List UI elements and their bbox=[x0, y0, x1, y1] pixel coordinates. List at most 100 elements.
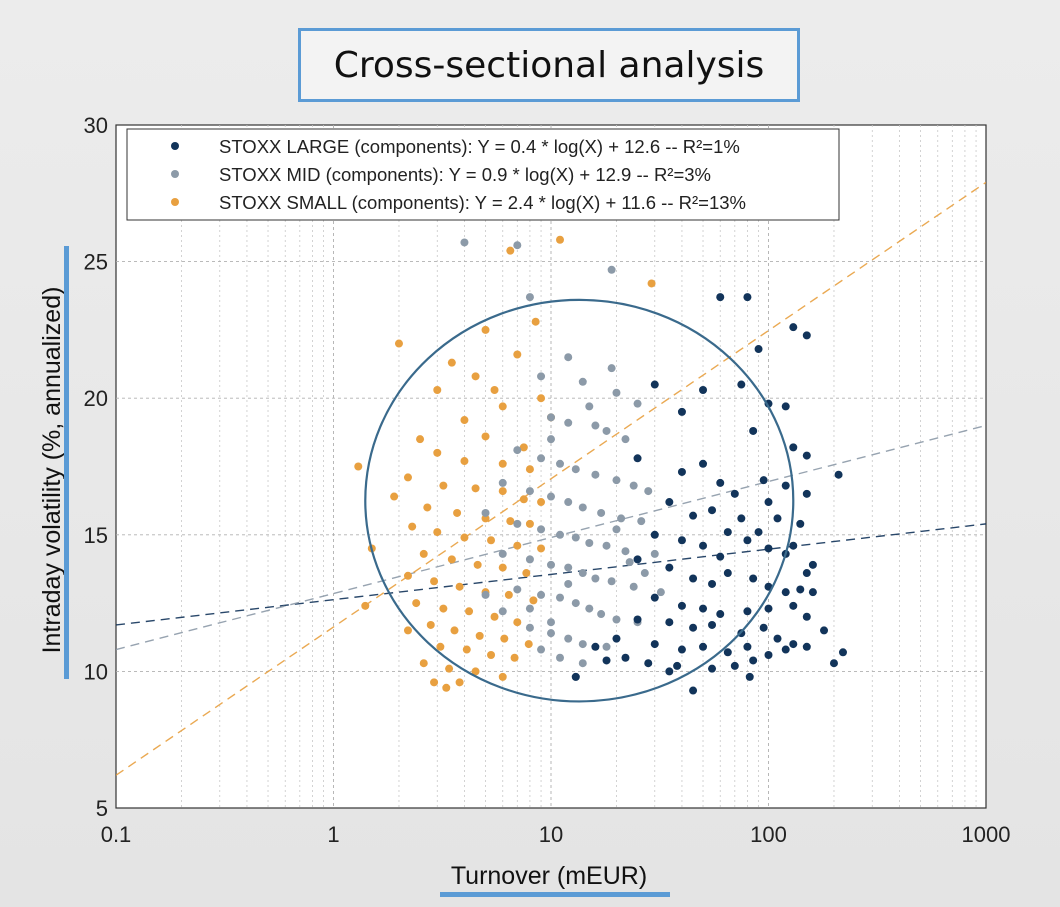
data-point-small bbox=[487, 536, 496, 545]
data-point-small bbox=[529, 596, 538, 605]
data-point-mid bbox=[564, 353, 573, 362]
data-point-large bbox=[699, 642, 708, 651]
data-point-small bbox=[513, 350, 522, 359]
data-point-large bbox=[723, 569, 732, 578]
data-point-mid bbox=[578, 640, 587, 649]
data-point-large bbox=[789, 601, 798, 610]
data-point-mid bbox=[612, 388, 621, 397]
data-point-large bbox=[764, 498, 773, 507]
data-point-mid bbox=[602, 642, 611, 651]
data-point-mid bbox=[564, 579, 573, 588]
data-point-small bbox=[537, 544, 546, 553]
data-point-small bbox=[460, 457, 469, 466]
data-point-large bbox=[677, 467, 686, 476]
data-point-mid bbox=[571, 465, 580, 474]
data-point-mid bbox=[481, 508, 490, 517]
y-axis-label: Intraday volatility (%, annualized) bbox=[38, 287, 66, 654]
data-point-mid bbox=[547, 413, 555, 422]
data-point-mid bbox=[513, 519, 522, 528]
data-point-large bbox=[633, 454, 642, 463]
data-point-small bbox=[447, 358, 456, 367]
data-point-mid bbox=[513, 446, 522, 455]
data-point-mid bbox=[537, 645, 546, 654]
data-point-mid bbox=[640, 569, 649, 578]
data-point-large bbox=[749, 574, 758, 583]
data-point-mid bbox=[597, 508, 606, 517]
data-point-small bbox=[445, 664, 454, 673]
data-point-small bbox=[439, 604, 448, 613]
data-point-small bbox=[465, 607, 474, 616]
data-point-large bbox=[716, 478, 725, 487]
data-point-large bbox=[749, 656, 758, 665]
data-point-small bbox=[490, 386, 499, 395]
trend-lines bbox=[116, 181, 986, 776]
data-point-mid bbox=[513, 585, 522, 594]
y-tick-label: 25 bbox=[84, 250, 108, 275]
data-point-mid bbox=[556, 530, 565, 539]
legend-entry: STOXX LARGE (components): Y = 0.4 * log(… bbox=[219, 136, 740, 157]
data-point-small bbox=[531, 317, 540, 326]
data-point-large bbox=[834, 470, 843, 479]
data-point-large bbox=[743, 536, 752, 545]
data-point-mid bbox=[547, 629, 555, 638]
data-point-mid bbox=[602, 426, 611, 435]
data-point-mid bbox=[578, 569, 587, 578]
x-axis-tick-labels: 0.1 1 10 100 1000 bbox=[101, 822, 1011, 847]
data-point-small bbox=[455, 678, 464, 687]
data-point-small bbox=[471, 484, 480, 493]
data-point-large bbox=[723, 648, 732, 657]
data-point-large bbox=[838, 648, 847, 657]
data-point-small bbox=[524, 640, 533, 649]
data-point-small bbox=[510, 653, 519, 662]
data-point-mid bbox=[602, 541, 611, 550]
data-point-small bbox=[450, 626, 459, 635]
data-point-mid bbox=[547, 560, 555, 569]
legend-marker bbox=[171, 170, 179, 178]
x-tick-label: 0.1 bbox=[101, 822, 132, 847]
data-point-large bbox=[730, 489, 739, 498]
data-point-large bbox=[773, 634, 782, 643]
data-point-small bbox=[416, 435, 425, 444]
data-point-large bbox=[665, 563, 674, 572]
data-point-large bbox=[730, 661, 739, 670]
data-point-mid bbox=[556, 653, 565, 662]
data-point-small bbox=[419, 659, 428, 668]
data-point-mid bbox=[597, 610, 606, 619]
ellipse-outline bbox=[364, 298, 795, 703]
y-tick-label: 20 bbox=[84, 386, 108, 411]
data-point-large bbox=[743, 642, 752, 651]
data-point-mid bbox=[556, 459, 565, 468]
data-point-large bbox=[754, 528, 763, 537]
data-point-small bbox=[436, 642, 445, 651]
data-point-large bbox=[764, 604, 773, 613]
x-tick-label: 1000 bbox=[962, 822, 1011, 847]
data-point-mid bbox=[481, 590, 490, 599]
data-point-mid bbox=[637, 517, 646, 526]
data-point-large bbox=[677, 536, 686, 545]
data-point-large bbox=[699, 459, 708, 468]
data-point-small bbox=[433, 448, 442, 457]
x-tick-label: 100 bbox=[750, 822, 787, 847]
data-point-large bbox=[716, 552, 725, 561]
data-point-large bbox=[764, 651, 773, 660]
data-point-small bbox=[403, 571, 412, 580]
data-point-small bbox=[423, 503, 432, 512]
data-point-mid bbox=[650, 549, 659, 558]
data-point-mid bbox=[578, 503, 587, 512]
data-point-small bbox=[442, 683, 451, 692]
data-point-large bbox=[612, 634, 621, 643]
data-point-mid bbox=[525, 604, 534, 613]
data-point-large bbox=[665, 618, 674, 627]
data-point-small bbox=[460, 533, 469, 542]
data-point-large bbox=[820, 626, 829, 635]
data-point-small bbox=[525, 465, 534, 474]
data-point-large bbox=[677, 645, 686, 654]
data-point-mid bbox=[612, 615, 621, 624]
data-point-small bbox=[498, 459, 507, 468]
data-point-large bbox=[743, 607, 752, 616]
data-point-large bbox=[745, 672, 754, 681]
data-point-mid bbox=[460, 238, 469, 247]
data-point-mid bbox=[591, 574, 600, 583]
data-point-large bbox=[708, 579, 717, 588]
